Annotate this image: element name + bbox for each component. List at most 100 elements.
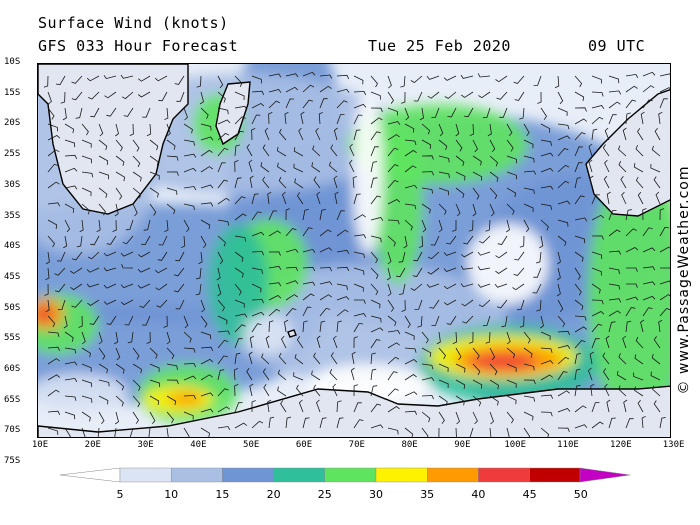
wind-barb — [370, 117, 383, 125]
wind-barb — [421, 155, 434, 160]
wind-barb — [316, 399, 321, 413]
wind-barb — [98, 411, 105, 425]
wind-barb — [132, 395, 141, 408]
wind-barb — [496, 91, 508, 100]
wind-barb — [334, 191, 339, 205]
wind-barb — [311, 162, 321, 173]
lat-label-25s: 25S — [4, 149, 21, 160]
landmass-kerguelen — [287, 329, 297, 338]
wind-barb — [387, 406, 400, 413]
wind-barb — [370, 299, 381, 309]
wind-barb — [608, 250, 622, 255]
wind-barb — [183, 107, 188, 121]
wind-barb — [277, 369, 287, 381]
wind-barb — [370, 251, 378, 264]
wind-barb — [370, 403, 382, 413]
wind-barb — [200, 136, 214, 141]
wind-barb — [574, 217, 588, 222]
wind-barb — [158, 91, 168, 102]
wind-barb — [313, 384, 321, 397]
wind-barb — [591, 311, 605, 317]
wind-barb — [64, 203, 75, 213]
wind-barb — [387, 107, 398, 116]
wind-barb — [387, 164, 399, 173]
wind-barb — [251, 128, 256, 141]
wind-barb — [557, 135, 571, 141]
wind-barb — [62, 107, 67, 121]
wind-barb — [174, 75, 185, 85]
wind-barb — [281, 335, 287, 349]
wind-barb — [574, 315, 587, 321]
wind-barb — [234, 422, 248, 429]
wind-barb — [47, 389, 60, 397]
wind-barb — [104, 91, 117, 99]
wind-barb — [294, 353, 304, 365]
wind-barb — [591, 251, 603, 260]
wind-barb — [176, 91, 185, 102]
wind-barb — [234, 160, 239, 173]
wind-barb — [234, 324, 246, 333]
forecast-label: GFS 033 Hour Forecast — [38, 37, 239, 55]
wind-barb — [403, 235, 408, 249]
wind-barb — [280, 400, 287, 413]
wind-barb — [469, 123, 474, 136]
wind-barb — [642, 99, 653, 109]
wind-barb — [477, 283, 491, 288]
wind-barb — [413, 251, 423, 262]
wind-barb — [123, 107, 134, 117]
wind-barb — [650, 163, 661, 173]
wind-barb — [625, 99, 637, 109]
wind-barb — [285, 308, 297, 317]
wind-barb — [523, 187, 535, 195]
wind-barb — [294, 178, 304, 189]
wind-barb — [261, 353, 270, 365]
wind-barb — [54, 283, 66, 293]
wind-barb — [574, 424, 588, 429]
wind-barb — [64, 167, 78, 173]
wind-barb — [426, 75, 440, 80]
wind-barb — [642, 227, 653, 237]
wind-barb — [137, 283, 151, 289]
wind-barb — [47, 107, 55, 120]
wind-barb — [557, 91, 564, 105]
wind-barb — [387, 235, 396, 247]
wind-barb — [114, 411, 119, 425]
wind-barb — [56, 251, 66, 262]
wind-barb — [489, 155, 498, 167]
wind-barb — [608, 90, 622, 95]
wind-barb — [251, 211, 262, 221]
wind-barb — [233, 367, 239, 381]
colorbar-bin-6 — [375, 467, 428, 483]
wind-barb — [302, 84, 315, 93]
wind-barb — [404, 184, 418, 189]
wind-barb — [608, 298, 622, 303]
wind-barb — [285, 416, 292, 429]
wind-barb — [621, 191, 627, 205]
wind-barb — [81, 203, 90, 215]
wind-barb — [588, 159, 593, 173]
wind-barb — [149, 379, 161, 388]
wind-barb — [127, 331, 134, 344]
wind-barb — [635, 145, 644, 157]
wind-barb — [421, 395, 434, 400]
wind-barb — [370, 131, 381, 141]
wind-barb — [217, 75, 224, 89]
lat-label-65s: 65S — [4, 394, 21, 405]
wind-barb — [603, 368, 610, 381]
wind-barb — [353, 75, 364, 85]
wind-barb — [71, 299, 83, 308]
wind-barb — [506, 363, 517, 372]
wind-barb — [604, 159, 610, 173]
wind-barb — [512, 283, 525, 291]
wind-barb — [370, 368, 377, 381]
wind-barb — [200, 202, 214, 207]
wind-barb — [387, 134, 400, 141]
wind-barb — [71, 251, 83, 261]
wind-barb — [103, 267, 117, 272]
lat-label-40s: 40S — [4, 241, 21, 252]
wind-barb — [98, 123, 104, 137]
wind-barb — [396, 267, 406, 278]
wind-barb — [103, 251, 117, 257]
wind-barb — [115, 187, 123, 200]
wind-speed-area — [38, 374, 128, 414]
